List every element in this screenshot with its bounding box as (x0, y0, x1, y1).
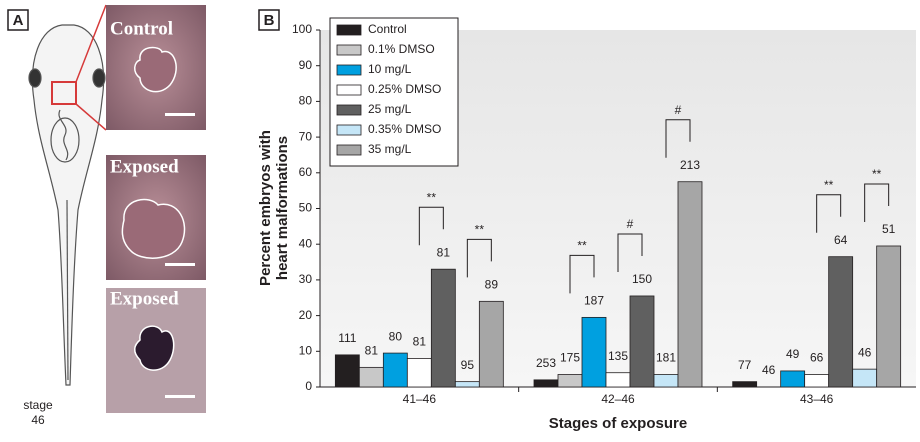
panel-label: A (13, 12, 24, 29)
bar (733, 382, 757, 387)
significance-label: ** (872, 167, 882, 181)
x-axis-title: Stages of exposure (549, 415, 687, 432)
count-label: 46 (858, 345, 872, 359)
count-label: 77 (738, 358, 752, 372)
bar (781, 371, 805, 387)
significance-label: ** (427, 190, 437, 204)
bar (407, 358, 431, 387)
legend-swatch (337, 65, 361, 75)
bar (606, 373, 630, 387)
significance-label: # (675, 103, 682, 117)
count-label: 81 (365, 344, 379, 358)
figure: A Control Exposed Exposed (0, 0, 920, 437)
x-tick-label: 43–46 (800, 392, 834, 406)
x-tick-label: 42–46 (601, 392, 635, 406)
stage-label: 46 (31, 413, 45, 427)
bar (678, 182, 702, 387)
count-label: 150 (632, 272, 652, 286)
count-label: 181 (656, 351, 676, 365)
legend-label: 10 mg/L (368, 62, 412, 76)
significance-label: ** (475, 222, 485, 236)
count-label: 81 (413, 335, 427, 349)
count-label: 66 (810, 351, 824, 365)
bar (534, 380, 558, 387)
photo: Control (106, 5, 206, 130)
y-tick-label: 70 (299, 129, 313, 143)
y-tick-label: 80 (299, 94, 313, 108)
legend-swatch (337, 85, 361, 95)
photo: Exposed (106, 155, 206, 280)
significance-label: # (627, 217, 634, 231)
bar (877, 246, 901, 387)
bar (455, 382, 479, 387)
legend-swatch (337, 105, 361, 115)
bar (829, 257, 853, 387)
legend-label: 0.1% DMSO (368, 42, 435, 56)
stage-label: stage (23, 398, 53, 412)
bar (431, 269, 455, 387)
count-label: 49 (786, 347, 800, 361)
significance-label: ** (824, 178, 834, 192)
photo-label: Exposed (110, 288, 179, 309)
y-tick-label: 60 (299, 165, 313, 179)
count-label: 80 (389, 329, 403, 343)
x-tick-label: 41–46 (403, 392, 437, 406)
count-label: 51 (882, 222, 896, 236)
y-tick-label: 30 (299, 272, 313, 286)
y-tick-label: 20 (299, 308, 313, 322)
legend-swatch (337, 45, 361, 55)
y-tick-label: 50 (299, 201, 313, 215)
legend-swatch (337, 145, 361, 155)
bar (853, 369, 877, 387)
embryo-drawing (29, 25, 105, 385)
legend-swatch (337, 125, 361, 135)
count-label: 81 (437, 245, 451, 259)
panel-label: B (264, 12, 275, 29)
photo-label: Control (110, 18, 173, 39)
legend-label: 35 mg/L (368, 142, 412, 156)
count-label: 253 (536, 356, 556, 370)
bar (479, 301, 503, 387)
bar (805, 375, 829, 387)
count-label: 135 (608, 349, 628, 363)
bar (383, 353, 407, 387)
photo-label: Exposed (110, 156, 179, 177)
photo: Exposed (106, 288, 206, 413)
count-label: 95 (461, 358, 475, 372)
legend-label: Control (368, 22, 407, 36)
bar (654, 375, 678, 387)
y-tick-label: 10 (299, 343, 313, 357)
legend-label: 0.25% DMSO (368, 82, 441, 96)
count-label: 89 (485, 277, 499, 291)
count-label: 175 (560, 351, 580, 365)
legend-swatch (337, 25, 361, 35)
bar (335, 355, 359, 387)
y-tick-label: 40 (299, 236, 313, 250)
y-tick-label: 0 (305, 379, 312, 393)
bar (359, 367, 383, 387)
bar (582, 317, 606, 387)
y-axis-title: Percent embryos with (257, 130, 274, 286)
count-label: 187 (584, 294, 604, 308)
y-tick-label: 100 (292, 22, 312, 36)
legend-label: 0.35% DMSO (368, 122, 441, 136)
panel-a: A Control Exposed Exposed (8, 5, 206, 427)
y-tick-label: 90 (299, 58, 313, 72)
legend-label: 25 mg/L (368, 102, 412, 116)
significance-label: ** (577, 239, 587, 253)
y-axis-title: heart malformations (274, 136, 291, 280)
bar (630, 296, 654, 387)
count-label: 213 (680, 158, 700, 172)
count-label: 64 (834, 233, 848, 247)
bar (558, 375, 582, 387)
count-label: 46 (762, 363, 776, 377)
count-label: 111 (338, 331, 357, 345)
